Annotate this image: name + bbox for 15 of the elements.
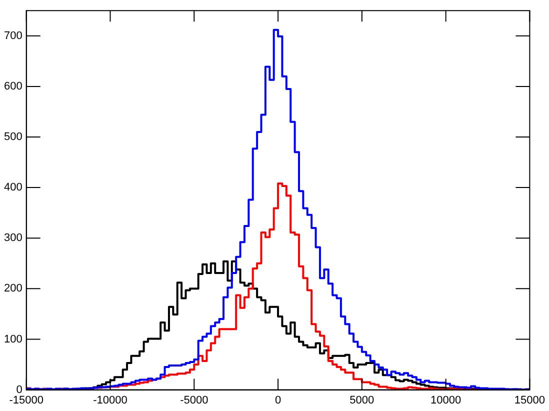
x-tick-label: 5000: [350, 394, 374, 406]
x-tick-label: 10000: [430, 394, 462, 406]
y-tick-label: 100: [4, 333, 22, 346]
x-tick-label: 15000: [514, 394, 546, 406]
y-tick-label: 600: [4, 80, 22, 92]
x-tick-label: 0: [274, 394, 282, 406]
y-tick-label: 500: [4, 131, 22, 144]
y-tick-label: 300: [4, 232, 22, 244]
y-tick-label: 200: [4, 282, 22, 295]
x-tick-label: -5000: [180, 394, 208, 406]
y-tick-label: 0: [16, 384, 22, 396]
y-tick-label: 700: [4, 30, 22, 42]
x-tick-label: -15000: [9, 394, 44, 406]
y-tick-label: 400: [4, 182, 22, 194]
x-tick-label: -10000: [93, 394, 128, 406]
